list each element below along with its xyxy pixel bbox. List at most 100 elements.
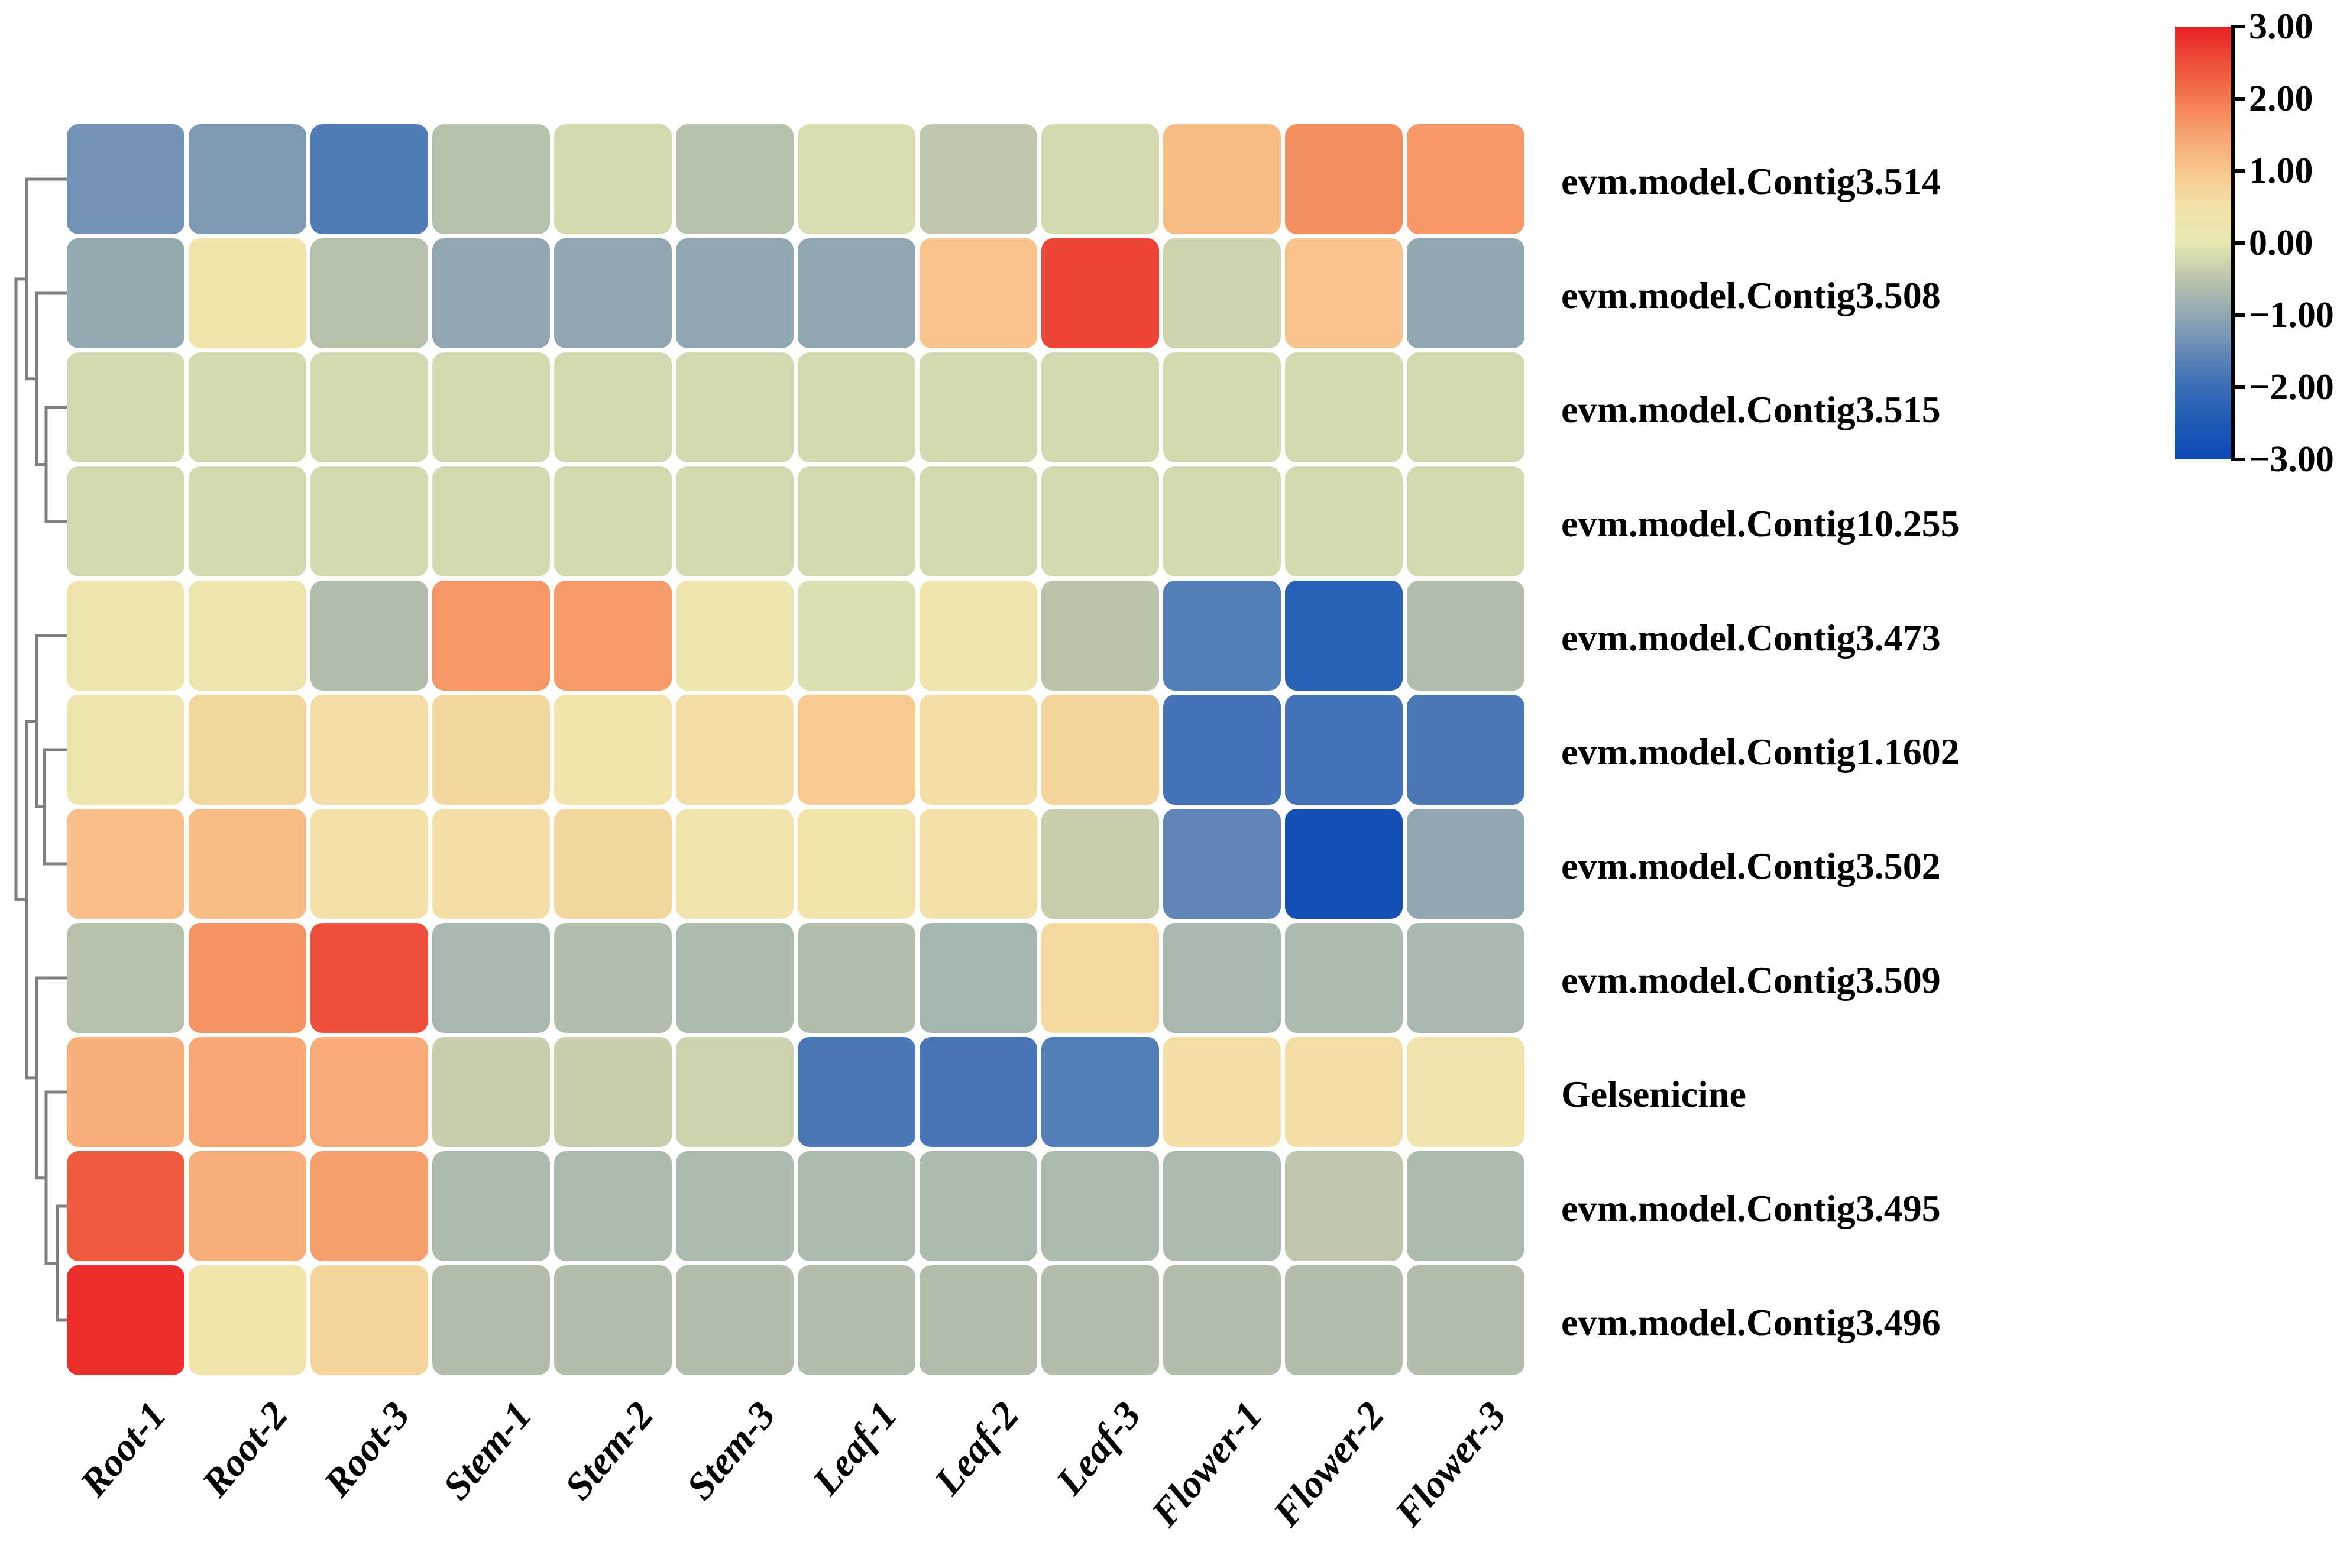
heatmap-cell: [798, 581, 915, 691]
heatmap-cell: [1285, 124, 1403, 234]
heatmap-cell: [1407, 466, 1524, 576]
heatmap-cell: [432, 809, 550, 919]
heatmap-cell: [1285, 352, 1403, 462]
heatmap-cell: [1041, 238, 1159, 348]
row-label: evm.model.Contig3.509: [1561, 959, 1941, 1001]
heatmap-cell: [798, 923, 915, 1033]
heatmap-cell: [189, 1037, 306, 1147]
row-label: Gelsenicine: [1561, 1073, 1746, 1115]
heatmap-cell: [798, 124, 915, 234]
colorbar-tick-label: −1.00: [2249, 295, 2334, 335]
heatmap-cell: [554, 1265, 672, 1375]
heatmap-cell: [1285, 695, 1403, 805]
heatmap-cell: [920, 238, 1037, 348]
heatmap-cell: [920, 1037, 1037, 1147]
colorbar-tick: [2235, 241, 2245, 245]
heatmap-cell: [1163, 352, 1281, 462]
heatmap-cell: [798, 466, 915, 576]
heatmap-cell: [920, 809, 1037, 919]
heatmap-cell: [1041, 466, 1159, 576]
heatmap-cell: [554, 923, 672, 1033]
heatmap-cell: [67, 238, 184, 348]
heatmap-cell: [432, 1265, 550, 1375]
heatmap-cell: [310, 923, 428, 1033]
heatmap-cell: [554, 1151, 672, 1261]
colorbar-tick: [2235, 313, 2245, 317]
heatmap-cell: [432, 1037, 550, 1147]
row-label: evm.model.Contig3.502: [1561, 845, 1941, 887]
heatmap-cell: [310, 809, 428, 919]
heatmap-cell: [310, 1265, 428, 1375]
heatmap-cell: [67, 466, 184, 576]
heatmap-cell: [67, 581, 184, 691]
heatmap-cell: [67, 695, 184, 805]
dendrogram-branch: [25, 177, 67, 381]
colorbar-tick-label: 0.00: [2249, 223, 2313, 263]
heatmap-cell: [920, 466, 1037, 576]
heatmap-cell: [1407, 238, 1524, 348]
heatmap-cell: [1407, 1037, 1524, 1147]
heatmap-cell: [1163, 466, 1281, 576]
heatmap-cell: [1163, 809, 1281, 919]
heatmap-cell: [676, 238, 794, 348]
dendrogram-branch: [43, 748, 67, 866]
heatmap-cell: [432, 923, 550, 1033]
dendrogram-branch: [35, 976, 67, 1180]
heatmap-cell: [67, 809, 184, 919]
heatmap-cell: [920, 1151, 1037, 1261]
row-label: evm.model.Contig3.515: [1561, 388, 1941, 430]
heatmap-cell: [554, 124, 672, 234]
heatmap-cell: [310, 695, 428, 805]
heatmap-cell: [798, 695, 915, 805]
heatmap-cell: [1285, 1037, 1403, 1147]
heatmap-cell: [920, 923, 1037, 1033]
heatmap-cell: [676, 1265, 794, 1375]
heatmap-cell: [554, 352, 672, 462]
heatmap-cell: [1041, 1037, 1159, 1147]
heatmap-cell: [310, 124, 428, 234]
heatmap-cell: [189, 238, 306, 348]
heatmap-cell: [1041, 1151, 1159, 1261]
heatmap-cell: [310, 352, 428, 462]
heatmap-cell: [432, 124, 550, 234]
row-label: evm.model.Contig3.514: [1561, 160, 1941, 202]
heatmap-cell: [920, 124, 1037, 234]
heatmap-cell: [1163, 695, 1281, 805]
heatmap-cell: [798, 1151, 915, 1261]
heatmap-cell: [1407, 809, 1524, 919]
heatmap-cell: [1041, 352, 1159, 462]
heatmap-cell: [1041, 923, 1159, 1033]
heatmap-cell: [310, 238, 428, 348]
heatmap-cell: [1163, 923, 1281, 1033]
heatmap-cell: [432, 1151, 550, 1261]
heatmap-cell: [1407, 695, 1524, 805]
heatmap-cell: [676, 695, 794, 805]
heatmap-cell: [1285, 923, 1403, 1033]
heatmap-cell: [67, 1265, 184, 1375]
colorbar-tick-label: −2.00: [2249, 367, 2334, 407]
dendrogram-branch: [25, 720, 37, 1080]
heatmap-cell: [310, 1151, 428, 1261]
heatmap-cell: [798, 352, 915, 462]
colorbar-tick-label: 3.00: [2249, 7, 2313, 47]
dendrogram-branch: [44, 406, 67, 523]
heatmap-cell: [189, 695, 306, 805]
heatmap-cell: [554, 238, 672, 348]
heatmap-cell: [1285, 1151, 1403, 1261]
heatmap-cell: [189, 1265, 306, 1375]
heatmap-cell: [67, 352, 184, 462]
heatmap-cell: [1163, 1265, 1281, 1375]
heatmap-cell: [554, 809, 672, 919]
heatmap-cell: [189, 352, 306, 462]
heatmap-cell: [1407, 581, 1524, 691]
heatmap-cell: [920, 695, 1037, 805]
heatmap-cell: [920, 1265, 1037, 1375]
colorbar-tick: [2235, 169, 2245, 173]
colorbar-gradient: [2175, 27, 2231, 459]
heatmap-cell: [676, 1037, 794, 1147]
heatmap-cell: [432, 695, 550, 805]
heatmap-cell: [676, 923, 794, 1033]
heatmap-cell: [676, 124, 794, 234]
heatmap-cell: [1407, 124, 1524, 234]
